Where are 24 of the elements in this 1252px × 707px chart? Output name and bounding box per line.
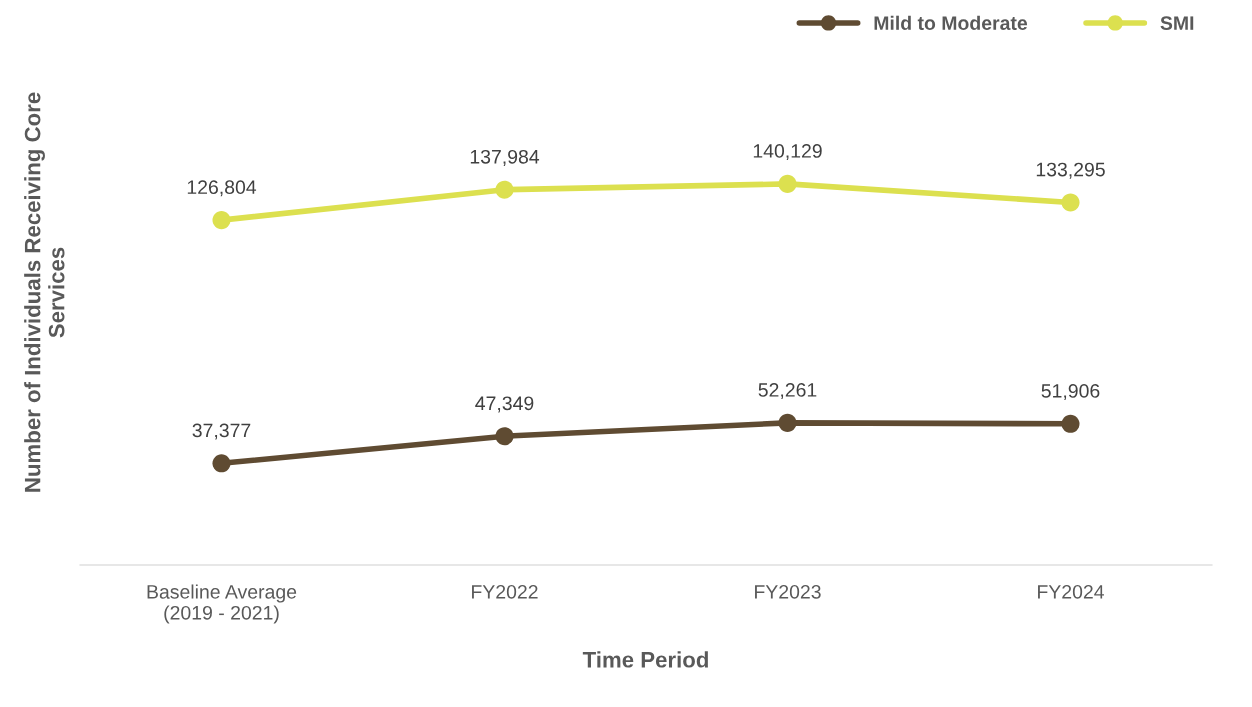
- data-label: 140,129: [753, 144, 822, 161]
- point: [495, 427, 514, 446]
- data-label: 52,261: [758, 383, 817, 400]
- data-label: 51,906: [1041, 383, 1100, 401]
- legend-label: Mild to Moderate: [874, 15, 1028, 30]
- point: [1061, 414, 1080, 433]
- x-tick-label: Baseline Average (2019 - 2021): [147, 584, 297, 624]
- data-label: 37,377: [192, 423, 251, 440]
- x-tick-label: FY2022: [472, 584, 538, 599]
- point: [212, 454, 231, 473]
- x-axis-title: Time Period: [582, 651, 708, 668]
- y-axis-title: Number of Individuals Receiving Core Services: [24, 92, 65, 492]
- point: [778, 174, 797, 193]
- x-tick-label: FY2024: [1038, 584, 1104, 599]
- data-label: 133,295: [1036, 162, 1105, 179]
- legend-label: SMI: [1160, 16, 1194, 30]
- data-label: 47,349: [475, 396, 534, 413]
- data-label: 137,984: [470, 149, 540, 166]
- point: [212, 211, 231, 230]
- point: [778, 413, 797, 432]
- point: [1061, 193, 1080, 212]
- point: [495, 180, 514, 199]
- data-label: 126,804: [187, 180, 257, 197]
- x-tick-label: FY2023: [755, 584, 821, 599]
